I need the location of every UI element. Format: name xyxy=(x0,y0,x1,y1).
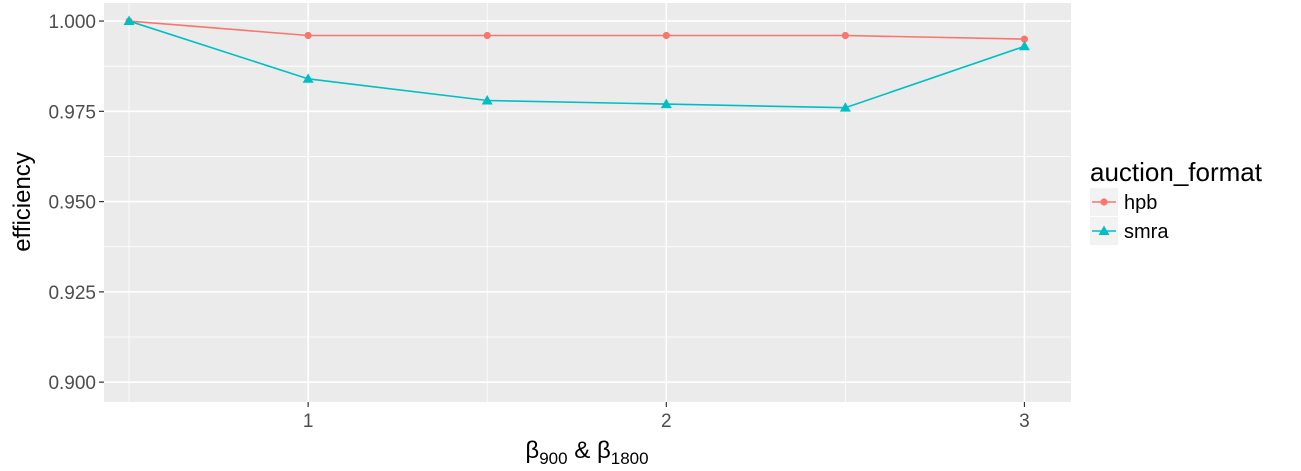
y-tick-label: 0.975 xyxy=(48,102,96,123)
legend-key-marker-smra xyxy=(1098,225,1110,235)
x-axis-title-beta-2: β xyxy=(597,437,611,464)
smra-data-point xyxy=(660,98,672,109)
smra-data-point xyxy=(839,102,851,112)
hpb-data-point xyxy=(304,31,312,40)
smra-data-point xyxy=(1018,40,1030,51)
x-axis-title-sub-1: 900 xyxy=(539,449,567,468)
x-tick-label: 3 xyxy=(1019,411,1030,432)
x-axis-title-sub-2: 1800 xyxy=(611,449,649,468)
plot-panel xyxy=(104,3,1071,402)
y-tick-label: 0.950 xyxy=(48,193,96,214)
series-layer xyxy=(123,15,1030,112)
x-axis-title: β900 & β1800 xyxy=(525,437,648,468)
legend-key-marker-hpb xyxy=(1100,198,1108,206)
x-axis: 1 2 3 xyxy=(303,402,1030,432)
hpb-data-point xyxy=(841,31,849,40)
x-axis-title-amp: & xyxy=(568,437,597,464)
legend-title: auction_format xyxy=(1090,157,1263,187)
hpb-data-point xyxy=(1020,35,1029,43)
y-tick-label: 0.900 xyxy=(48,373,96,394)
legend: auction_format hpb smra xyxy=(1090,157,1263,245)
x-tick-label: 1 xyxy=(303,411,314,432)
grid-major xyxy=(104,3,1071,402)
smra-series-line xyxy=(128,20,1025,109)
legend-label-smra: smra xyxy=(1124,221,1169,243)
smra-data-point xyxy=(123,15,135,26)
y-tick-label: 1.000 xyxy=(48,12,96,33)
y-axis: 0.900 0.925 0.950 0.975 1.000 xyxy=(48,12,104,394)
x-tick-label: 2 xyxy=(661,411,672,432)
grid-minor xyxy=(104,3,1071,402)
legend-label-hpb: hpb xyxy=(1124,192,1157,214)
legend-items: hpb smra xyxy=(1090,188,1169,245)
y-axis-title: efficiency xyxy=(9,152,36,252)
hpb-series-line xyxy=(129,20,1025,40)
y-tick-label: 0.925 xyxy=(48,283,96,304)
x-axis-title-beta-1: β xyxy=(525,437,539,464)
smra-data-point xyxy=(481,94,493,105)
smra-data-point xyxy=(302,73,314,83)
hpb-data-point xyxy=(662,31,670,40)
hpb-data-point xyxy=(483,31,491,40)
